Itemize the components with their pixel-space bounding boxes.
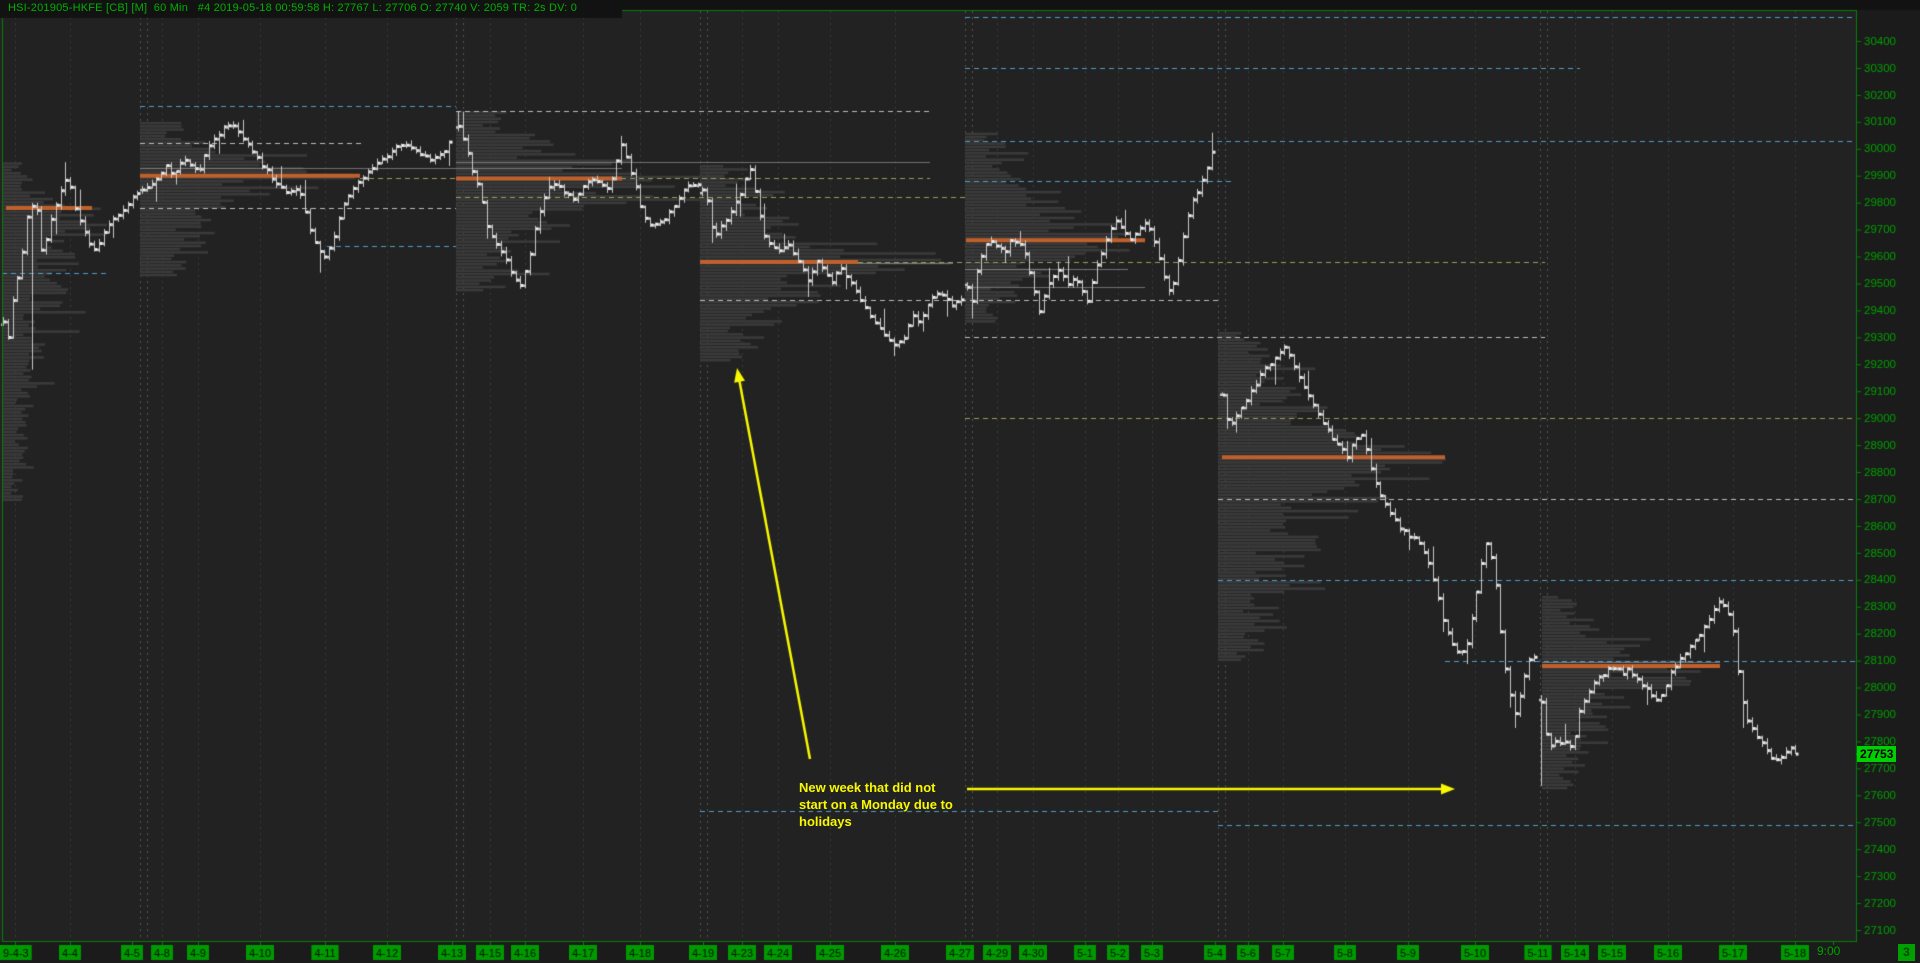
chartbook-number-badge[interactable]: 3: [1898, 944, 1915, 961]
